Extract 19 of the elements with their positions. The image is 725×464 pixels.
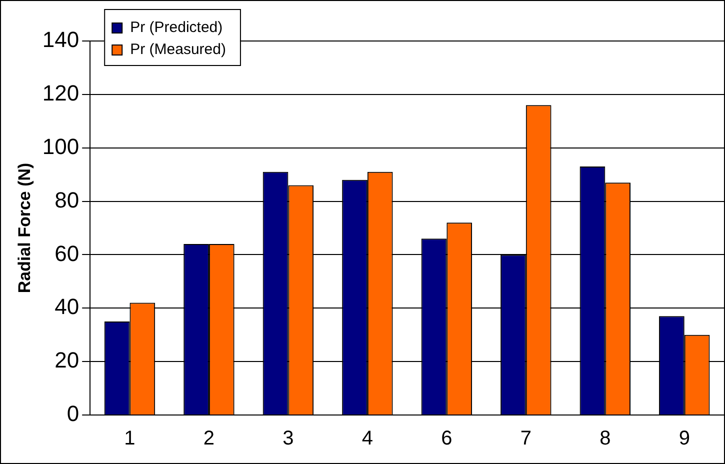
- y-axis-title: Radial Force (N): [14, 162, 34, 294]
- y-tick-label: 20: [54, 348, 80, 373]
- x-tick-label: 3: [282, 428, 294, 450]
- x-tick-label: 2: [203, 428, 215, 450]
- y-tick-label: 80: [54, 187, 80, 212]
- x-tick-label: 1: [124, 428, 136, 450]
- x-tick-label: 4: [362, 428, 373, 450]
- x-tick-label: 6: [441, 428, 452, 450]
- y-tick-label: 140: [42, 27, 80, 52]
- x-tick-label: 8: [600, 428, 611, 450]
- y-tick-label: 0: [66, 401, 80, 426]
- y-tick-label: 60: [54, 240, 80, 266]
- x-tick-label: 9: [678, 428, 690, 450]
- y-tick-label: 100: [42, 134, 80, 159]
- legend-label: Pr (Predicted): [130, 19, 223, 36]
- y-tick-label: 40: [54, 294, 80, 320]
- y-tick-label: 120: [42, 80, 80, 106]
- x-tick-label: 7: [520, 428, 532, 450]
- legend-label: Pr (Measured): [130, 41, 226, 58]
